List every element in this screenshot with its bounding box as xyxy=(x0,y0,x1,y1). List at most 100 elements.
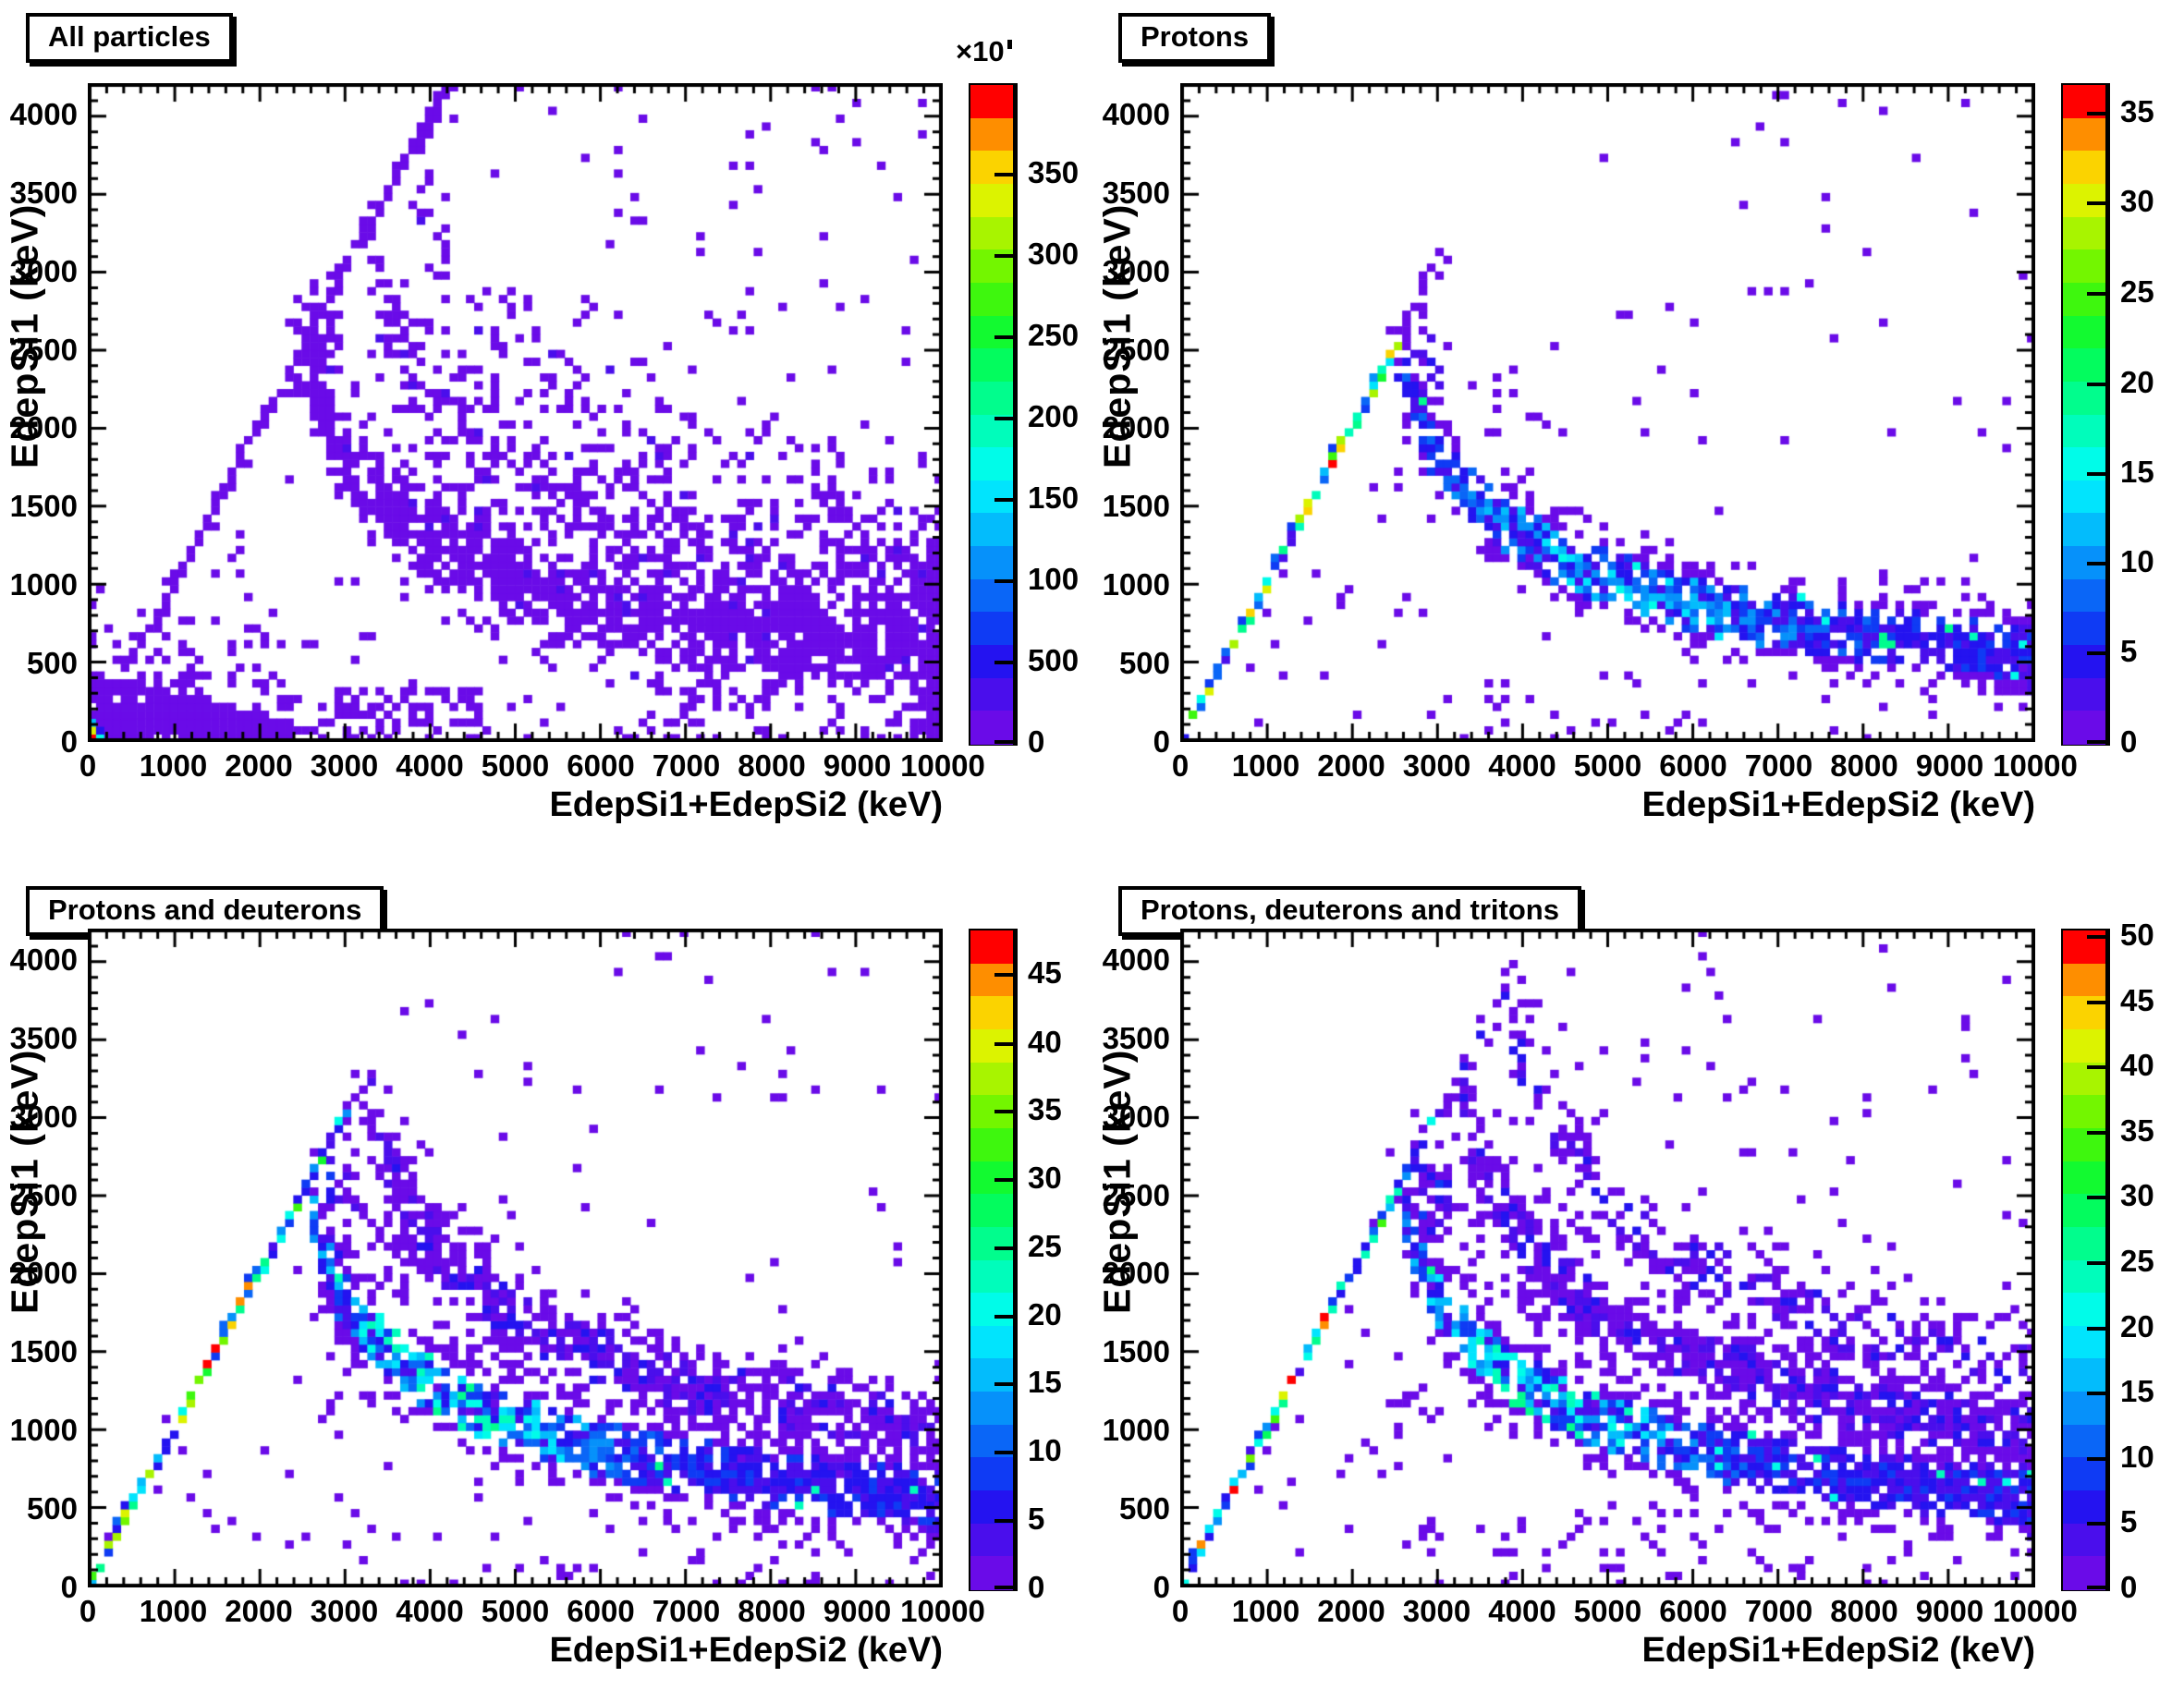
colorbar-band xyxy=(970,183,1013,218)
colorbar-band xyxy=(2063,1556,2105,1590)
x-tick-label: 8000 xyxy=(1830,1594,1898,1628)
z-tick-label: 5 xyxy=(2120,1504,2138,1539)
x-tick-label: 9000 xyxy=(823,1594,892,1628)
colorbar-band xyxy=(970,447,1013,481)
z-tick-label: 300 xyxy=(1028,236,1080,271)
x-tick-label: 4000 xyxy=(1488,748,1556,783)
colorbar-band xyxy=(2063,677,2105,711)
panel-protons: Protons EdepSi1 (keV) EdepSi1+EdepSi2 (k… xyxy=(1092,0,2184,845)
colorbar-band xyxy=(2063,1161,2105,1195)
x-tick-label: 3000 xyxy=(310,748,379,783)
z-tick-label: 15 xyxy=(2120,454,2154,489)
plot-title: Protons and deuterons xyxy=(48,894,362,926)
colorbar-band xyxy=(2063,1358,2105,1392)
colorbar-tick xyxy=(994,1382,1013,1387)
z-tick-label: 500 xyxy=(1028,643,1080,678)
z-tick-label: 45 xyxy=(2120,982,2154,1017)
colorbar-band xyxy=(2063,151,2105,185)
colorbar-band xyxy=(970,930,1013,965)
z-tick-label: 0 xyxy=(2120,724,2138,759)
x-tick-label: 10000 xyxy=(900,1594,985,1628)
plot-title-box: All particles xyxy=(26,13,233,63)
x-tick-label: 4000 xyxy=(396,1594,464,1628)
colorbar-band xyxy=(2063,612,2105,646)
z-tick-label: 25 xyxy=(1028,1228,1062,1263)
x-tick-label: 2000 xyxy=(1317,748,1385,783)
colorbar-band xyxy=(2063,1259,2105,1294)
colorbar-band xyxy=(2063,480,2105,515)
colorbar-tick xyxy=(2087,382,2105,386)
colorbar-tick xyxy=(994,973,1013,978)
colorbar-tick xyxy=(994,335,1013,340)
colorbar-tick xyxy=(2087,1522,2105,1526)
z-tick-label: 10 xyxy=(2120,544,2154,579)
colorbar-band xyxy=(2063,1424,2105,1458)
z-tick-label: 35 xyxy=(2120,1112,2154,1148)
colorbar-band xyxy=(970,1490,1013,1525)
x-tick-label: 5000 xyxy=(481,748,550,783)
colorbar-band xyxy=(970,1556,1013,1590)
x-tick-label: 0 xyxy=(79,1594,97,1628)
z-tick-label: 0 xyxy=(1028,1570,1045,1604)
y-axis-title: EdepSi1 (keV) xyxy=(3,1049,46,1315)
colorbar-tick xyxy=(2087,201,2105,206)
colorbar-band xyxy=(970,578,1013,613)
y-tick-label: 0 xyxy=(60,1570,78,1604)
colorbar-band xyxy=(2063,1293,2105,1327)
x-tick-label: 9000 xyxy=(823,748,892,783)
colorbar-tick xyxy=(2087,651,2105,656)
colorbar-band xyxy=(2063,249,2105,284)
x-tick-label: 5000 xyxy=(1573,748,1642,783)
x-axis-title: EdepSi1+EdepSi2 (keV) xyxy=(1641,785,2035,824)
colorbar-band xyxy=(2063,1226,2105,1261)
x-tick-label: 6000 xyxy=(1659,748,1727,783)
colorbar xyxy=(2061,929,2110,1591)
x-axis-title: EdepSi1+EdepSi2 (keV) xyxy=(1641,1631,2035,1670)
histogram-canvas xyxy=(1180,83,2035,742)
plot-title: Protons xyxy=(1141,20,1250,53)
colorbar-tick xyxy=(2087,471,2105,476)
x-tick-label: 0 xyxy=(79,748,97,783)
z-tick-label: 30 xyxy=(2120,184,2154,219)
colorbar-band xyxy=(2063,1325,2105,1360)
z-tick-label: 40 xyxy=(1028,1024,1062,1059)
colorbar-tick xyxy=(994,1110,1013,1114)
colorbar-tick xyxy=(2087,1261,2105,1266)
y-tick-label: 0 xyxy=(1153,1570,1170,1604)
colorbar-tick xyxy=(994,498,1013,503)
x-tick-label: 6000 xyxy=(567,748,635,783)
z-tick-label: 15 xyxy=(1028,1365,1062,1400)
colorbar-band xyxy=(2063,183,2105,218)
colorbar-band xyxy=(970,1259,1013,1294)
colorbar-tick xyxy=(994,1041,1013,1046)
colorbar-band xyxy=(2063,1095,2105,1129)
y-tick-label: 0 xyxy=(60,724,78,759)
colorbar-band xyxy=(970,348,1013,383)
colorbar xyxy=(969,929,1018,1591)
plot-title-box: Protons and deuterons xyxy=(26,886,384,936)
colorbar-tick xyxy=(2087,1130,2105,1135)
colorbar-band xyxy=(2063,282,2105,317)
colorbar-band xyxy=(2063,315,2105,349)
x-tick-label: 5000 xyxy=(481,1594,550,1628)
colorbar-band xyxy=(970,1194,1013,1228)
x-tick-label: 3000 xyxy=(1402,1594,1471,1628)
z-tick-label: 35 xyxy=(1028,1092,1062,1127)
colorbar-tick xyxy=(2087,1456,2105,1461)
x-tick-label: 2000 xyxy=(225,1594,293,1628)
x-tick-label: 8000 xyxy=(738,1594,806,1628)
colorbar-tick xyxy=(994,1518,1013,1523)
colorbar-band xyxy=(970,677,1013,711)
colorbar-band xyxy=(2063,117,2105,152)
colorbar-tick xyxy=(2087,292,2105,297)
y-tick-label: 500 xyxy=(1118,1491,1170,1526)
x-axis-title: EdepSi1+EdepSi2 (keV) xyxy=(549,1631,943,1670)
x-tick-label: 1000 xyxy=(139,748,208,783)
x-tick-label: 7000 xyxy=(1744,1594,1813,1628)
colorbar-tick xyxy=(2087,1586,2105,1589)
y-axis-title: EdepSi1 (keV) xyxy=(1095,203,1139,469)
colorbar-band xyxy=(970,1325,1013,1360)
plot-title-box: Protons xyxy=(1118,13,1272,63)
z-tick-label: 10 xyxy=(2120,1439,2154,1474)
z-tick-label: 30 xyxy=(1028,1161,1062,1196)
